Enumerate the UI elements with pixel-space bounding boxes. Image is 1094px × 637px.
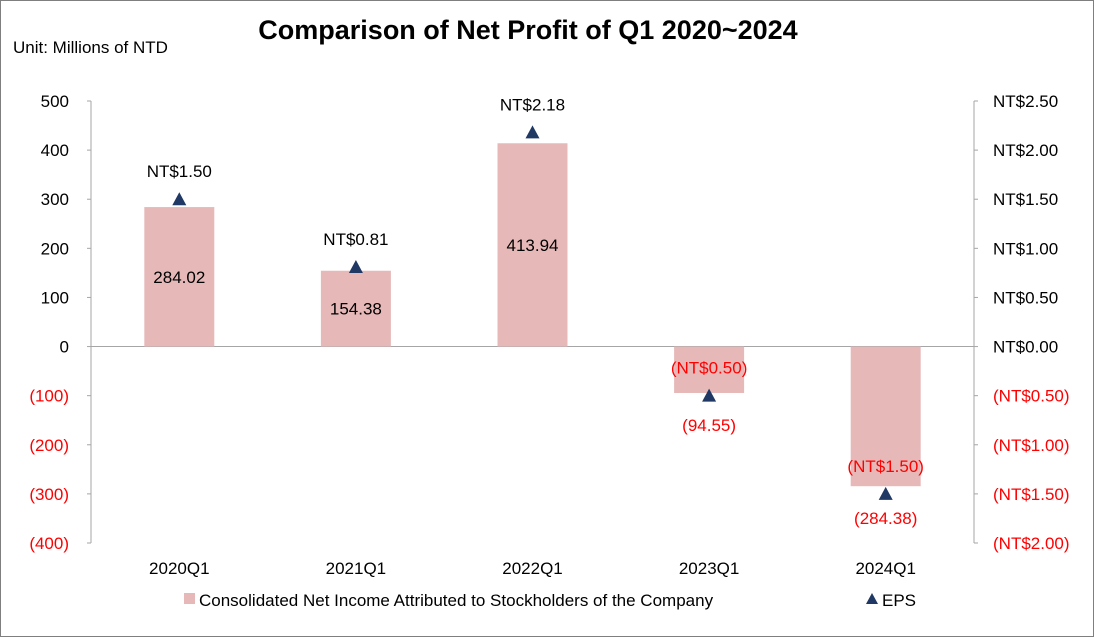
legend-bar-label: Consolidated Net Income Attributed to St… xyxy=(199,591,714,610)
eps-data-label: (NT$0.50) xyxy=(671,359,748,378)
plot-area: 500 400 300 200 100 0 (100) (200) (300) (400) NT$2… xyxy=(29,92,1069,578)
bar xyxy=(497,143,568,347)
eps-marker xyxy=(172,192,187,206)
bar-data-label: 284.02 xyxy=(153,268,205,287)
y-left-tick-label: 300 xyxy=(41,190,69,209)
y-right-tick-label: NT$0.00 xyxy=(993,338,1058,357)
eps-marker xyxy=(348,259,363,273)
bar xyxy=(144,207,215,347)
chart-title: Comparison of Net Profit of Q1 2020~2024 xyxy=(258,15,797,45)
legend-eps-marker xyxy=(866,593,878,604)
y-right-tick-label: (NT$0.50) xyxy=(993,387,1070,406)
y-right-tick-label: NT$2.00 xyxy=(993,141,1058,160)
y-right-tick-label: NT$2.50 xyxy=(993,92,1058,111)
x-tick-label: 2024Q1 xyxy=(855,559,916,578)
y-left-tick-label: (400) xyxy=(29,534,69,553)
y-left-tick-label: 0 xyxy=(60,338,69,357)
y-left-tick-label: 500 xyxy=(41,92,69,111)
unit-label: Unit: Millions of NTD xyxy=(13,38,168,57)
y-right-tick-label: (NT$1.50) xyxy=(993,485,1070,504)
y-right-tick-label: (NT$2.00) xyxy=(993,534,1070,553)
x-tick-label: 2022Q1 xyxy=(502,559,563,578)
bar xyxy=(674,346,745,393)
bar-data-label: (94.55) xyxy=(682,416,736,435)
bar xyxy=(320,270,391,347)
y-right-tick-label: NT$1.00 xyxy=(993,239,1058,258)
x-tick-label: 2021Q1 xyxy=(326,559,387,578)
eps-data-label: NT$2.18 xyxy=(500,95,565,114)
y-left-tick-label: 100 xyxy=(41,288,69,307)
eps-marker xyxy=(525,125,540,139)
y-right-tick-label: NT$1.50 xyxy=(993,190,1058,209)
y-left-tick-label: (300) xyxy=(29,485,69,504)
legend-eps-label: EPS xyxy=(882,591,916,610)
y-left-tick-label: 200 xyxy=(41,239,69,258)
legend-bar-swatch xyxy=(184,593,195,604)
y-left-tick-label: (100) xyxy=(29,387,69,406)
x-tick-label: 2020Q1 xyxy=(149,559,210,578)
y-right-tick-label: NT$0.50 xyxy=(993,288,1058,307)
y-right-tick-label: (NT$1.00) xyxy=(993,436,1070,455)
bar-data-label: 413.94 xyxy=(507,236,559,255)
eps-data-label: NT$0.81 xyxy=(323,230,388,249)
bar-data-label: 154.38 xyxy=(330,300,382,319)
eps-data-label: (NT$1.50) xyxy=(847,457,924,476)
bar-data-label: (284.38) xyxy=(854,509,917,528)
x-tick-label: 2023Q1 xyxy=(679,559,740,578)
y-left-tick-label: (200) xyxy=(29,436,69,455)
y-left-tick-label: 400 xyxy=(41,141,69,160)
legend: Consolidated Net Income Attributed to St… xyxy=(184,591,916,610)
eps-marker xyxy=(702,388,717,402)
eps-data-label: NT$1.50 xyxy=(147,162,212,181)
eps-marker xyxy=(878,486,893,500)
bar xyxy=(850,346,921,487)
